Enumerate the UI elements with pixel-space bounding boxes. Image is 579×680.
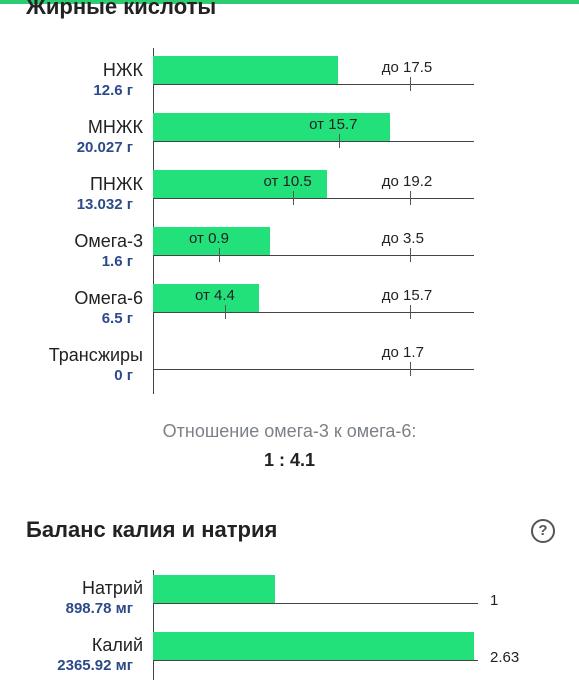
fatty-acid-baseline — [153, 255, 474, 256]
question-circle-icon[interactable]: ? — [531, 519, 555, 543]
fatty-acid-amount: 0 г — [114, 367, 133, 384]
mineral-amount: 898.78 мг — [65, 600, 133, 617]
max-tick — [409, 77, 411, 91]
mineral-bar — [153, 632, 474, 660]
fatty-acid-amount: 1.6 г — [101, 253, 133, 270]
min-tick — [339, 134, 341, 148]
mineral-baseline — [153, 660, 478, 661]
fatty-acid-amount: 12.6 г — [93, 82, 133, 99]
fatty-acid-baseline — [153, 198, 474, 199]
fatty-acids-title: Жирные кислоты — [26, 0, 217, 19]
fatty-acid-name: Трансжиры — [48, 345, 143, 365]
mineral-ratio-label: 1 — [490, 592, 499, 609]
fatty-acid-name: МНЖК — [87, 117, 143, 137]
max-tick — [409, 362, 411, 376]
fatty-acid-amount: 6.5 г — [101, 310, 133, 327]
min-tick — [219, 248, 221, 262]
fatty-acids-axis — [153, 48, 154, 394]
mineral-name: Калий — [91, 635, 143, 655]
fatty-acid-bar — [153, 170, 328, 198]
fatty-acid-baseline — [153, 84, 474, 85]
max-label: до 3.5 — [381, 230, 424, 247]
min-tick — [224, 305, 226, 319]
max-label: до 15.7 — [381, 287, 433, 304]
max-tick — [409, 191, 411, 205]
fatty-acid-amount: 20.027 г — [76, 139, 133, 156]
potassium-sodium-axis — [153, 570, 154, 680]
mineral-bar — [153, 575, 276, 603]
fatty-acid-bar — [153, 56, 338, 84]
max-label: до 1.7 — [381, 344, 424, 361]
mineral-baseline — [153, 603, 478, 604]
max-tick — [409, 305, 411, 319]
fatty-acid-name: НЖК — [102, 60, 143, 80]
top-accent-bar — [0, 0, 579, 4]
mineral-ratio-label: 2.63 — [490, 649, 520, 666]
fatty-acid-baseline — [153, 369, 474, 370]
potassium-sodium-title: Баланс калия и натрия — [26, 517, 278, 542]
min-label: от 10.5 — [263, 173, 312, 190]
min-label: от 4.4 — [194, 287, 235, 304]
max-tick — [409, 248, 411, 262]
mineral-name: Натрий — [82, 578, 143, 598]
fatty-acid-baseline — [153, 312, 474, 313]
fatty-acid-name: ПНЖК — [89, 174, 143, 194]
omega-ratio-caption: Отношение омега-3 к омега-6: — [162, 421, 417, 441]
min-label: от 15.7 — [309, 116, 358, 133]
min-label: от 0.9 — [189, 230, 229, 247]
fatty-acid-baseline — [153, 141, 474, 142]
fatty-acid-name: Омега-3 — [74, 231, 143, 251]
fatty-acid-bar — [153, 113, 391, 141]
min-tick — [293, 191, 295, 205]
fatty-acid-name: Омега-6 — [74, 288, 143, 308]
fatty-acid-amount: 13.032 г — [76, 196, 133, 213]
fatty-acid-bar — [153, 227, 271, 255]
omega-ratio-value: 1 : 4.1 — [263, 450, 316, 470]
mineral-amount: 2365.92 мг — [57, 657, 133, 674]
max-label: до 19.2 — [381, 173, 433, 190]
max-label: до 17.5 — [381, 59, 433, 76]
fatty-acid-bar — [153, 284, 260, 312]
